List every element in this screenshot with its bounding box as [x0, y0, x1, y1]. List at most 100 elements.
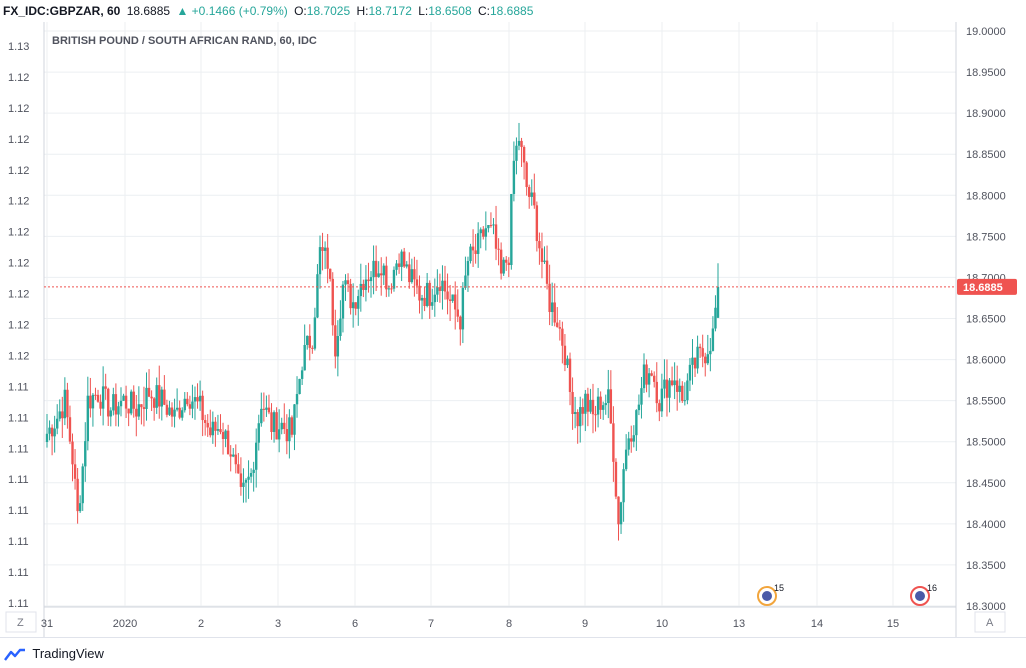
candle — [99, 394, 102, 416]
candle — [214, 417, 217, 447]
candle — [635, 409, 638, 451]
candle — [405, 261, 408, 269]
candle — [186, 392, 189, 407]
candle — [456, 289, 459, 323]
candle — [168, 400, 171, 416]
candle — [331, 272, 334, 336]
candle — [408, 252, 411, 289]
right-axis-tick: 18.8500 — [966, 149, 1006, 161]
candle — [201, 390, 204, 437]
candle — [665, 359, 669, 417]
candle — [53, 415, 56, 453]
right-axis-tick: 18.5000 — [966, 437, 1006, 449]
candle — [678, 378, 681, 403]
candle — [464, 256, 467, 290]
candle — [362, 279, 365, 298]
chart-title: BRITISH POUND / SOUTH AFRICAN RAND, 60, … — [52, 35, 317, 47]
candle — [520, 137, 523, 167]
right-axis-tick: 18.7500 — [966, 231, 1006, 243]
chart-area[interactable]: BRITISH POUND / SOUTH AFRICAN RAND, 60, … — [0, 22, 1026, 637]
tradingview-brand[interactable]: TradingView — [4, 646, 104, 662]
candle — [581, 398, 584, 426]
right-axis-tick: 18.5500 — [966, 396, 1006, 408]
candle — [438, 273, 442, 303]
candle — [397, 253, 401, 274]
candle — [283, 403, 286, 434]
candle — [147, 369, 151, 398]
candlestick-chart[interactable]: BRITISH POUND / SOUTH AFRICAN RAND, 60, … — [0, 22, 1026, 637]
candle — [584, 389, 587, 432]
candle — [369, 271, 373, 298]
candle — [681, 381, 684, 403]
candle — [298, 378, 301, 395]
candle — [221, 422, 225, 455]
candle — [691, 339, 694, 385]
footer: TradingView — [0, 637, 1026, 668]
candle — [349, 278, 352, 315]
candle — [461, 282, 465, 344]
candle — [530, 179, 533, 206]
x-axis-tick: 2 — [198, 618, 204, 630]
candle — [390, 283, 393, 294]
candle — [336, 320, 340, 377]
x-axis-tick: 15 — [887, 618, 899, 630]
candle — [306, 335, 309, 350]
close-value: 18.6885 — [489, 4, 534, 18]
candle — [265, 395, 268, 417]
candle — [561, 321, 564, 364]
x-axis-tick: 10 — [656, 618, 668, 630]
candle — [112, 387, 115, 416]
left-axis-tick: 1.12 — [8, 72, 29, 84]
left-axis-tick: 1.12 — [8, 227, 29, 239]
candle — [255, 428, 258, 488]
left-axis-tick: 1.12 — [8, 258, 29, 270]
candle — [505, 256, 508, 271]
candle — [84, 422, 87, 482]
candle — [510, 193, 513, 270]
left-axis-tick: 1.12 — [8, 320, 29, 332]
candle — [528, 184, 531, 209]
left-axis-tick: 1.12 — [8, 103, 29, 115]
candle — [563, 334, 567, 372]
auto-scale-button[interactable]: A — [974, 611, 1006, 633]
candle — [318, 235, 322, 289]
candle — [579, 396, 582, 443]
candle — [436, 269, 439, 302]
candle — [280, 417, 283, 435]
candle — [392, 266, 396, 292]
candle — [262, 392, 266, 422]
candle — [288, 409, 291, 459]
candle — [132, 385, 135, 418]
event-marker-15[interactable]: 15 — [757, 583, 784, 606]
candle — [693, 357, 697, 377]
candle — [91, 393, 95, 427]
candle — [63, 377, 67, 426]
candle — [497, 238, 500, 266]
candle — [150, 390, 153, 412]
candle — [425, 272, 429, 308]
left-axis-tick: 1.11 — [8, 443, 29, 455]
scale-mode-left-button[interactable]: Z — [5, 611, 37, 633]
svg-text:A: A — [986, 617, 994, 629]
candle — [543, 246, 546, 264]
symbol-label[interactable]: FX_IDC:GBPZAR, 60 — [3, 4, 121, 18]
event-marker-16[interactable]: 16 — [910, 583, 937, 606]
candle — [698, 343, 702, 358]
candle — [469, 243, 472, 264]
candle — [476, 222, 480, 268]
candle — [178, 400, 181, 420]
left-axis-tick: 1.12 — [8, 134, 29, 146]
candle — [474, 233, 477, 264]
candle — [94, 387, 97, 400]
candle — [152, 397, 156, 421]
candle — [660, 373, 664, 417]
candle — [622, 463, 625, 522]
candle — [492, 218, 495, 235]
candle — [196, 383, 199, 409]
candle — [234, 444, 237, 474]
candle — [637, 394, 641, 416]
candle — [619, 501, 623, 534]
candle — [170, 402, 174, 427]
candle — [415, 259, 419, 295]
candle — [482, 226, 485, 240]
